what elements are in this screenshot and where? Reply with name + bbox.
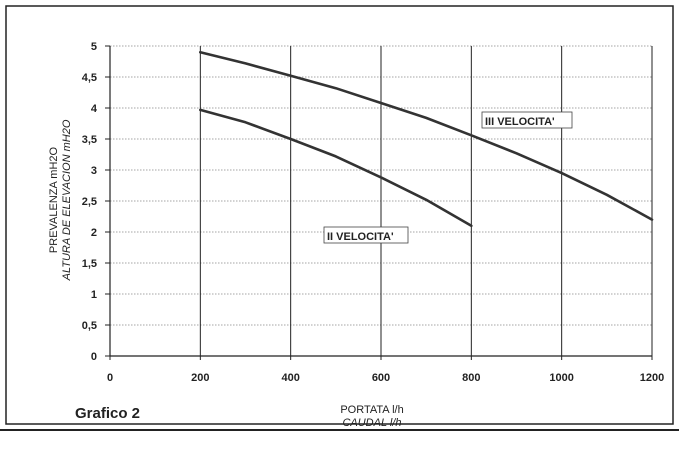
x-tick-label: 1200 [640,372,664,384]
y-tick-label: 1 [91,289,97,301]
series-label-ii: II VELOCITA' [323,226,409,244]
y-tick-label: 3,5 [82,134,97,146]
y-tick-label: 5 [91,41,97,53]
y-tick-label: 1,5 [82,258,97,270]
series-label-ii-text: II VELOCITA' [327,231,394,243]
x-tick-label: 200 [191,372,209,384]
x-tick-label: 400 [281,372,299,384]
x-tick-label: 800 [462,372,480,384]
y-axis-title-alt: ALTURA DE ELEVACION mH2O [61,119,73,281]
series-label-iii-text: III VELOCITA' [485,116,555,128]
x-tick-label: 1000 [549,372,573,384]
series-line-2 [199,108,473,228]
figure-label: Grafico 2 [75,405,140,422]
x-axis-title-alt: CAUDAL l/h [342,417,401,429]
series-label-iii-box [481,111,573,129]
series-label-ii-box [323,226,409,244]
series-line-3 [199,50,654,221]
series-layer [199,50,654,228]
y-tick-label: 4,5 [82,72,97,84]
y-axis-title: PREVALENZA mH2O [48,146,60,253]
series-label-iii: III VELOCITA' [481,111,573,129]
axes [105,45,653,360]
y-tick-label: 0 [91,351,97,363]
tick-labels: 0 0,5 1 1,5 2 2,5 3 3,5 4 4,5 5 0 200 400 600 800 1000 12… [82,41,665,384]
grid [110,45,653,356]
y-tick-label: 4 [91,103,98,115]
y-tick-label: 3 [91,165,97,177]
x-axis-title: PORTATA l/h [340,404,403,416]
y-tick-label: 0,5 [82,320,97,332]
y-tick-label: 2,5 [82,196,97,208]
x-tick-label: 600 [372,372,390,384]
x-tick-label: 0 [107,372,113,384]
y-tick-label: 2 [91,227,97,239]
chart-border [5,5,674,425]
